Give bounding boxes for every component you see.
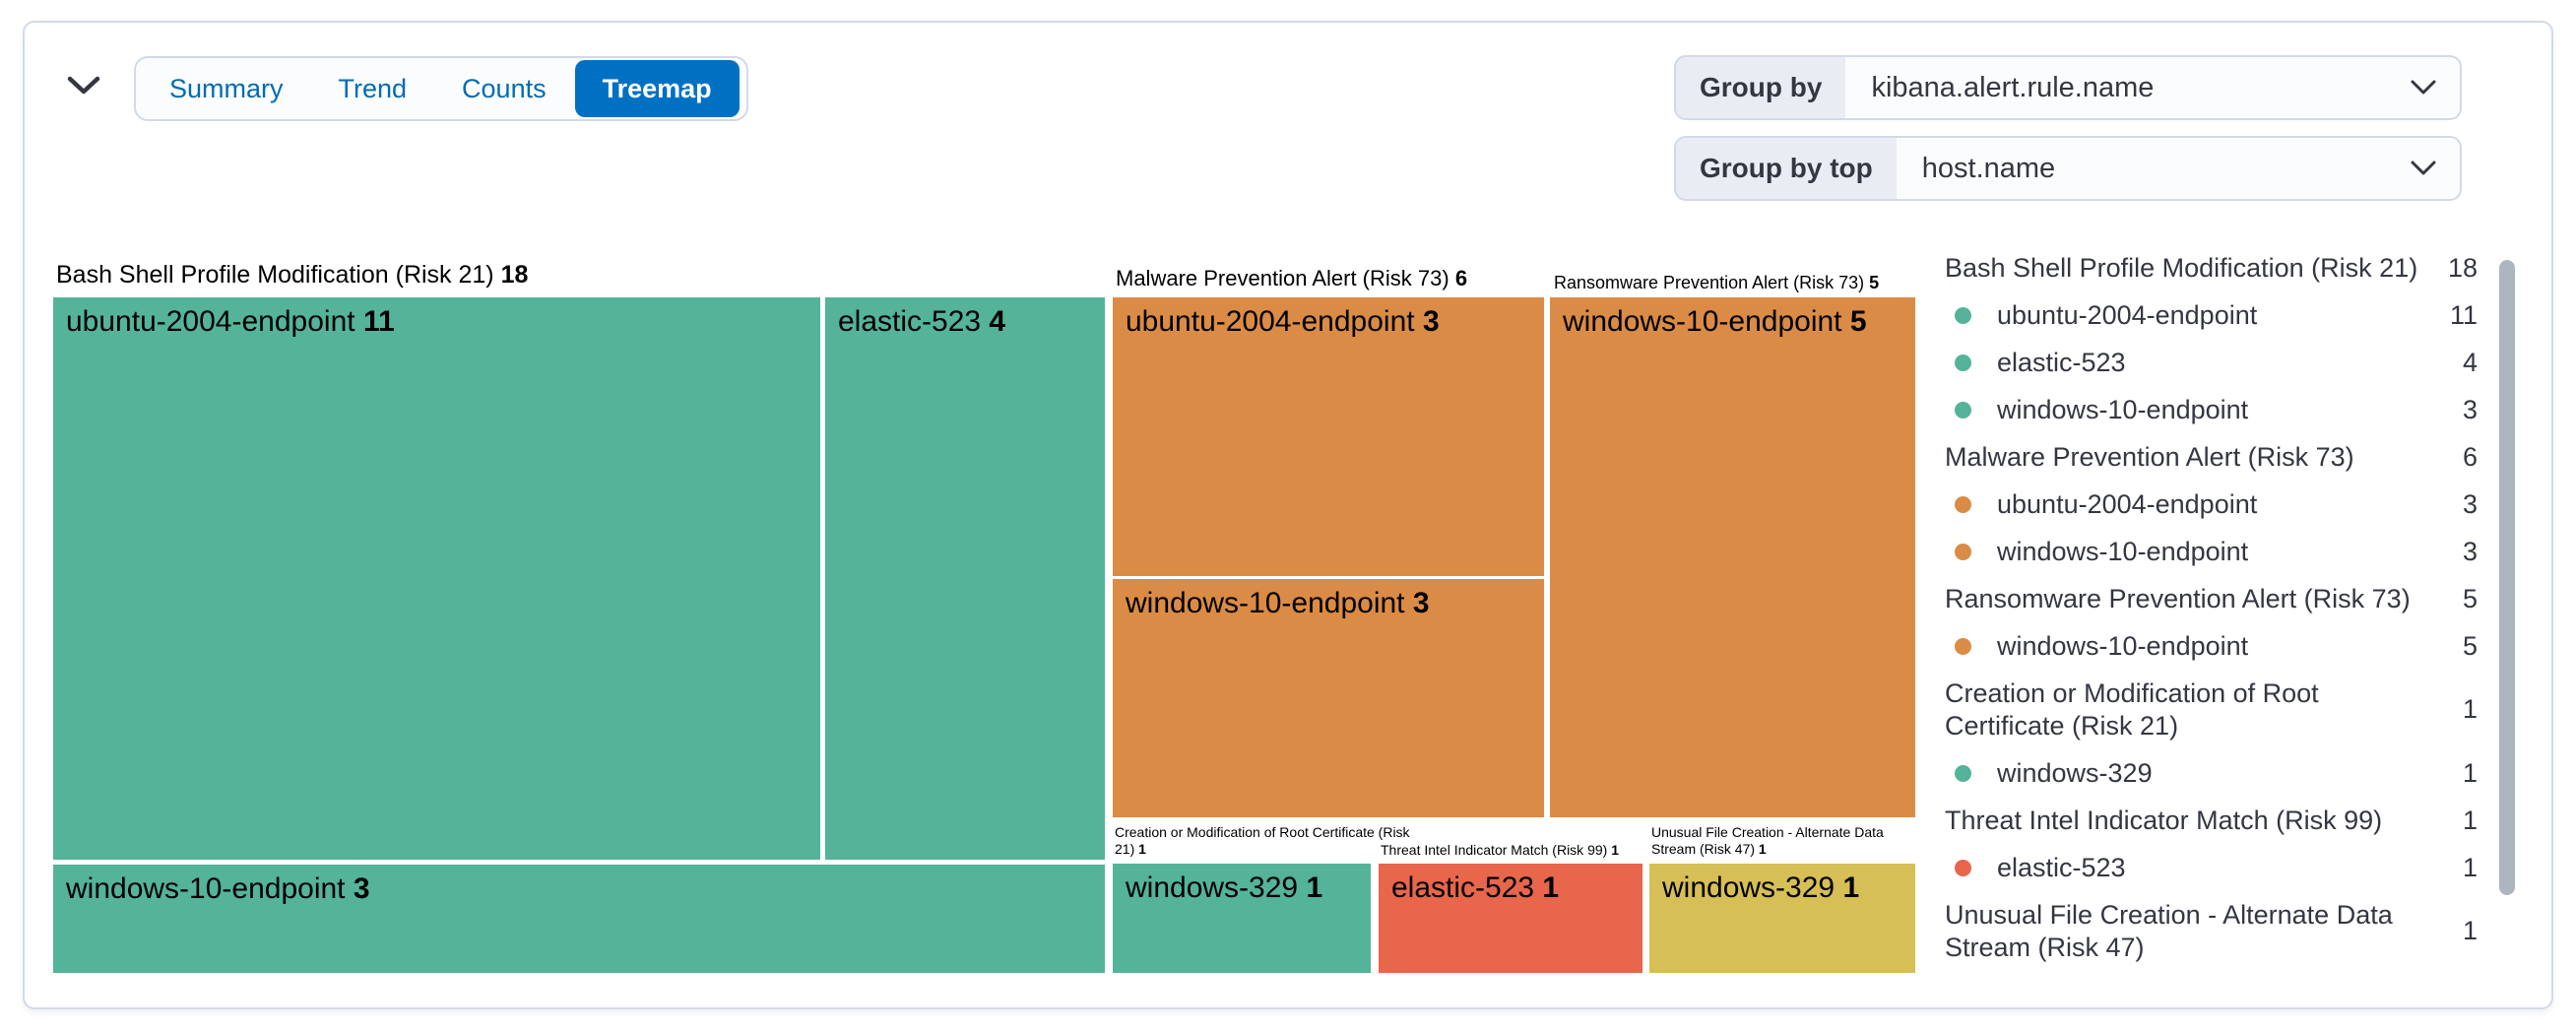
group-by-top-label: Group by top <box>1676 138 1897 199</box>
treemap-cell-bash-windows10[interactable]: windows-10-endpoint 3 <box>53 865 1105 973</box>
legend-group-row[interactable]: Ransomware Prevention Alert (Risk 73) 5 <box>1945 575 2478 622</box>
treemap-cell-malware-windows10[interactable]: windows-10-endpoint 3 <box>1113 579 1544 817</box>
group-by-top-select[interactable]: Group by top host.name <box>1674 136 2462 201</box>
tab-trend[interactable]: Trend <box>311 60 435 117</box>
chevron-down-icon <box>2411 138 2460 199</box>
legend-count: 3 <box>2462 488 2478 519</box>
legend-color-dot <box>1955 543 1971 560</box>
legend-count: 1 <box>2462 852 2478 882</box>
group-by-label: Group by <box>1676 57 1846 118</box>
treemap-cell-ransomware-windows10[interactable]: windows-10-endpoint 5 <box>1550 297 1915 817</box>
legend-count: 1 <box>2462 694 2478 724</box>
legend-count: 1 <box>2462 805 2478 835</box>
legend-count: 5 <box>2462 583 2478 613</box>
legend-label: windows-10-endpoint <box>1997 536 2249 566</box>
treemap-cell-bash-elastic[interactable]: elastic-523 4 <box>825 297 1105 860</box>
legend-count: 18 <box>2447 252 2478 283</box>
legend-color-dot <box>1955 401 1971 419</box>
legend-group-row[interactable]: Threat Intel Indicator Match (Risk 99) 1 <box>1945 797 2478 844</box>
legend-label: windows-329 <box>1997 757 2153 788</box>
group-by-top-value: host.name <box>1921 152 2056 184</box>
treemap-cell-bash-ubuntu[interactable]: ubuntu-2004-endpoint 11 <box>53 297 820 860</box>
legend-item-row[interactable]: ubuntu-2004-endpoint 3 <box>1945 481 2478 528</box>
legend-count: 5 <box>2462 630 2478 661</box>
legend-color-dot <box>1955 764 1971 782</box>
treemap-group-title: Threat Intel Indicator Match (Risk 99) 1 <box>1381 842 1619 858</box>
legend-item-row[interactable]: elastic-523 1 <box>1945 844 2478 891</box>
treemap-group-title: Ransomware Prevention Alert (Risk 73) 5 <box>1554 273 1880 292</box>
legend-color-dot <box>1955 859 1971 876</box>
group-by-select[interactable]: Group by kibana.alert.rule.name <box>1674 55 2462 120</box>
legend-color-dot <box>1955 354 1971 371</box>
tab-counts[interactable]: Counts <box>434 60 574 117</box>
view-selector-button-group: Summary Trend Counts Treemap <box>134 56 748 121</box>
legend-item-row[interactable]: windows-329 1 <box>1945 749 2478 797</box>
legend-label: Creation or Modification of Root Certifi… <box>1945 677 2319 741</box>
treemap-cell-unusualfile-windows329[interactable]: windows-329 1 <box>1649 864 1915 973</box>
legend-label: windows-10-endpoint <box>1997 394 2249 424</box>
legend-label: elastic-523 <box>1997 347 2126 377</box>
legend-group-row[interactable]: Malware Prevention Alert (Risk 73) 6 <box>1945 433 2478 481</box>
legend-count: 1 <box>2462 916 2478 945</box>
treemap-cell-malware-ubuntu[interactable]: ubuntu-2004-endpoint 3 <box>1113 297 1544 576</box>
treemap-legend: Bash Shell Profile Modification (Risk 21… <box>1945 244 2478 971</box>
chevron-down-icon <box>67 76 100 96</box>
legend-item-row[interactable]: elastic-523 4 <box>1945 339 2478 386</box>
treemap-group-title: Creation or Modification of Root Certifi… <box>1115 824 1410 857</box>
legend-item-row[interactable]: windows-10-endpoint 5 <box>1945 622 2478 670</box>
legend-color-dot <box>1955 637 1971 655</box>
tab-treemap[interactable]: Treemap <box>574 60 740 117</box>
chevron-down-icon <box>2411 57 2460 118</box>
legend-group-row[interactable]: Bash Shell Profile Modification (Risk 21… <box>1945 244 2478 291</box>
legend-group-row[interactable]: Unusual File Creation - Alternate Data S… <box>1945 891 2478 971</box>
legend-count: 3 <box>2462 394 2478 424</box>
legend-label: Ransomware Prevention Alert (Risk 73) <box>1945 583 2411 613</box>
legend-label: Bash Shell Profile Modification (Risk 21… <box>1945 252 2418 283</box>
treemap-group-title: Bash Shell Profile Modification (Risk 21… <box>56 261 529 289</box>
legend-label: ubuntu-2004-endpoint <box>1997 488 2258 519</box>
legend-count: 4 <box>2462 347 2478 377</box>
legend-label: elastic-523 <box>1997 852 2126 882</box>
legend-count: 1 <box>2462 757 2478 788</box>
legend-item-row[interactable]: windows-10-endpoint 3 <box>1945 386 2478 433</box>
tab-summary[interactable]: Summary <box>142 60 311 117</box>
legend-label: Unusual File Creation - Alternate Data S… <box>1945 899 2393 962</box>
legend-count: 6 <box>2462 441 2478 472</box>
group-by-value: kibana.alert.rule.name <box>1871 71 2155 103</box>
legend-label: Malware Prevention Alert (Risk 73) <box>1945 441 2354 472</box>
legend-group-row[interactable]: Creation or Modification of Root Certifi… <box>1945 670 2478 749</box>
legend-count: 3 <box>2462 536 2478 566</box>
legend-count: 11 <box>2449 299 2478 330</box>
legend-label: Threat Intel Indicator Match (Risk 99) <box>1945 805 2383 835</box>
treemap-group-title: Unusual File Creation - Alternate Data S… <box>1651 824 1884 857</box>
legend-label: windows-10-endpoint <box>1997 630 2249 661</box>
treemap-cell-rootcert-windows329[interactable]: windows-329 1 <box>1113 864 1371 973</box>
treemap-cell-threatintel-elastic[interactable]: elastic-523 1 <box>1379 864 1642 973</box>
collapse-panel-button[interactable] <box>57 59 110 112</box>
legend-item-row[interactable]: windows-10-endpoint 3 <box>1945 528 2478 575</box>
legend-label: ubuntu-2004-endpoint <box>1997 299 2258 330</box>
legend-scrollbar-thumb[interactable] <box>2499 260 2515 895</box>
legend-color-dot <box>1955 495 1971 513</box>
legend-item-row[interactable]: ubuntu-2004-endpoint 11 <box>1945 291 2478 339</box>
legend-color-dot <box>1955 306 1971 324</box>
treemap-group-title: Malware Prevention Alert (Risk 73) 6 <box>1116 266 1468 290</box>
